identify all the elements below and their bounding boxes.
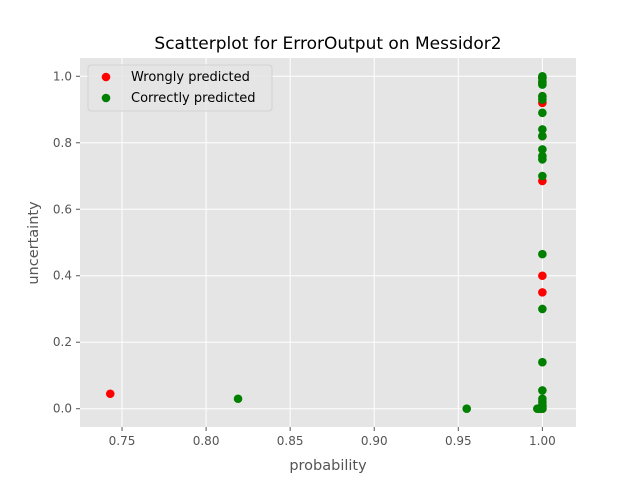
point-correctly-predicted bbox=[538, 386, 547, 395]
legend-box bbox=[87, 64, 273, 112]
point-wrongly-predicted bbox=[105, 389, 115, 399]
y-tick-label: 0.8 bbox=[53, 136, 72, 150]
point-correctly-predicted bbox=[538, 249, 547, 259]
y-tick-label: 0.0 bbox=[53, 402, 72, 416]
point-correctly-predicted bbox=[538, 171, 547, 181]
legend-marker-wrongly-predicted bbox=[101, 72, 111, 82]
axis-ticks: 0.75 0.80 0.85 0.90 0.95 1.00 0.0 0.2 0.4 0.6 0.8 1… bbox=[53, 69, 556, 448]
point-correctly-predicted bbox=[462, 404, 472, 414]
point-correctly-predicted bbox=[538, 151, 547, 161]
point-wrongly-predicted bbox=[538, 271, 547, 281]
point-correctly-predicted bbox=[538, 394, 547, 404]
legend-label-wrongly-predicted: Wrongly predicted bbox=[131, 70, 250, 85]
point-correctly-predicted bbox=[538, 125, 547, 134]
point-correctly-predicted bbox=[538, 91, 547, 101]
x-tick-label: 0.80 bbox=[193, 434, 220, 448]
point-correctly-predicted bbox=[538, 357, 547, 367]
y-tick-label: 0.6 bbox=[53, 202, 72, 216]
plot-background bbox=[80, 58, 576, 427]
y-axis-label: uncertainty bbox=[26, 201, 42, 285]
x-tick-label: 0.95 bbox=[445, 434, 472, 448]
legend-marker-correctly-predicted bbox=[101, 93, 111, 103]
y-tick-label: 0.4 bbox=[53, 269, 72, 283]
x-tick-label: 1.00 bbox=[529, 434, 556, 448]
point-correctly-predicted bbox=[538, 71, 547, 81]
x-tick-label: 0.90 bbox=[361, 434, 388, 448]
point-correctly-predicted bbox=[233, 394, 243, 404]
point-correctly-predicted bbox=[538, 131, 547, 141]
y-tick-label: 0.2 bbox=[53, 335, 72, 349]
data-points bbox=[105, 71, 547, 414]
legend-label-correctly-predicted: Correctly predicted bbox=[131, 91, 256, 106]
y-tick-label: 1.0 bbox=[53, 69, 72, 83]
point-correctly-predicted bbox=[538, 145, 547, 154]
legend: Wrongly predicted Correctly predicted bbox=[87, 64, 273, 112]
x-tick-label: 0.75 bbox=[109, 434, 136, 448]
x-axis-label: probability bbox=[289, 458, 367, 474]
point-wrongly-predicted bbox=[538, 288, 547, 297]
chart-title: Scatterplot for ErrorOutput on Messidor2 bbox=[154, 34, 501, 54]
x-tick-label: 0.85 bbox=[277, 434, 304, 448]
point-correctly-predicted bbox=[538, 108, 547, 118]
point-correctly-predicted bbox=[538, 304, 547, 314]
